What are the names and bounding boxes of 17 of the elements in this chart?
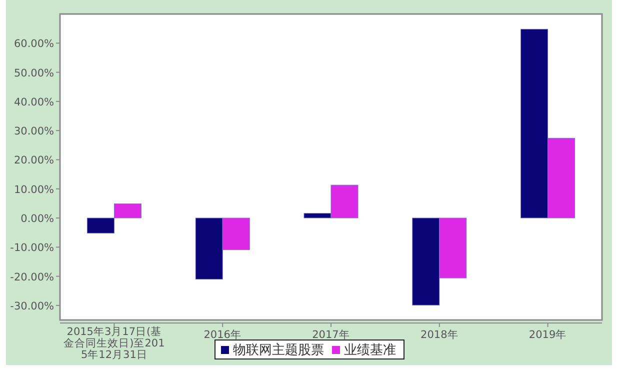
y-tick-label: -20.00% [10,271,54,284]
x-tick-label: 2017年 [312,329,350,341]
y-tick-label: 0.00% [20,213,54,225]
legend-label: 业绩基准 [344,343,396,358]
y-tick-label: 40.00% [14,96,54,108]
y-tick-label: 30.00% [14,126,54,138]
y-tick-label: 20.00% [14,154,54,167]
legend-label: 物联网主题股票 [233,342,324,358]
y-tick-label: 50.00% [14,67,54,80]
y-tick-label: -30.00% [10,300,54,312]
x-tick-label: 2019年 [528,329,567,341]
y-tick-label: 10.00% [14,184,54,196]
x-tick-label: 2018年 [420,329,458,341]
y-tick-label: -10.00% [10,242,54,254]
y-tick-label: 60.00% [14,38,54,50]
x-tick-label: 2015年3月17日(基金合同生效日)至2015年12月31日 [64,325,165,361]
x-tick-label: 2016年 [204,329,242,341]
